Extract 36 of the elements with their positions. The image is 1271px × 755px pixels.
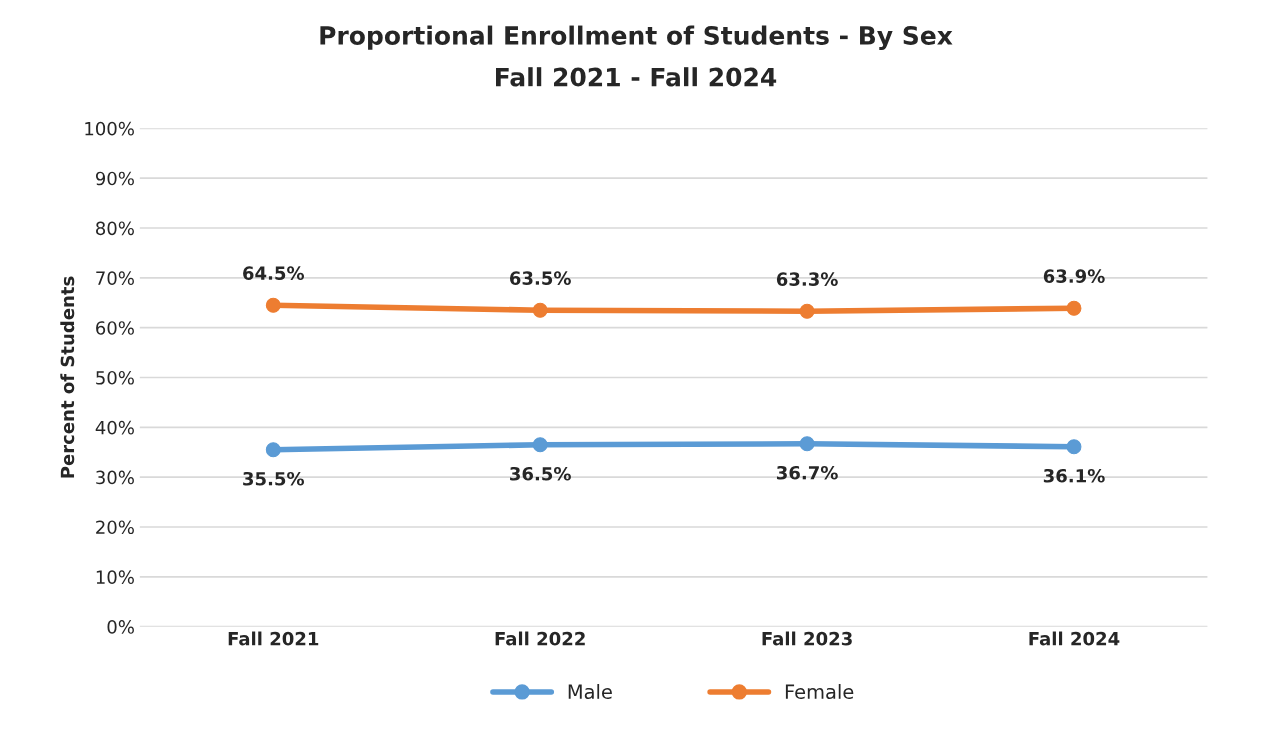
point — [265, 442, 281, 458]
y-tick-label: 90% — [95, 171, 134, 186]
y-tick-label: 60% — [96, 321, 134, 335]
chart-title: Proportional Enrollment of Students - By Sex — [320, 25, 953, 50]
y-tick-label: 20% — [96, 520, 134, 535]
x-tick-label: Fall 2022 — [495, 631, 585, 646]
x-tick-label: Fall 2024 — [1029, 631, 1120, 646]
data-label: 63.9% — [1043, 269, 1105, 283]
point — [799, 303, 815, 319]
data-label: 63.5% — [509, 271, 571, 285]
legend-label: Female — [785, 684, 854, 700]
point — [1066, 300, 1082, 316]
point — [532, 437, 548, 453]
data-label: 63.3% — [776, 272, 838, 286]
chart-subtitle: Fall 2021 - Fall 2024 — [496, 67, 777, 87]
data-label: 36.7% — [776, 465, 838, 480]
y-tick-label: 70% — [96, 271, 134, 285]
x-tick-label: Fall 2023 — [762, 631, 852, 646]
y-tick-label: 10% — [96, 570, 134, 584]
y-tick-label: 50% — [96, 370, 134, 385]
point — [532, 302, 548, 318]
y-tick-label: 40% — [95, 420, 134, 435]
data-label: 35.5% — [243, 471, 305, 486]
data-label: 64.5% — [243, 266, 305, 280]
y-tick-label: 0% — [107, 620, 134, 634]
y-tick-label: 80% — [96, 221, 134, 236]
point — [265, 297, 281, 313]
data-label: 36.1% — [1043, 468, 1105, 483]
point — [1066, 439, 1082, 455]
data-label: 36.5% — [510, 466, 571, 481]
y-tick-label: 100% — [85, 121, 134, 136]
y-tick-label: 30% — [96, 470, 134, 485]
legend-label: Male — [568, 684, 612, 700]
x-tick-label: Fall 2021 — [228, 631, 319, 646]
y-axis-title: Percent of Students — [60, 276, 75, 478]
point — [799, 436, 815, 452]
